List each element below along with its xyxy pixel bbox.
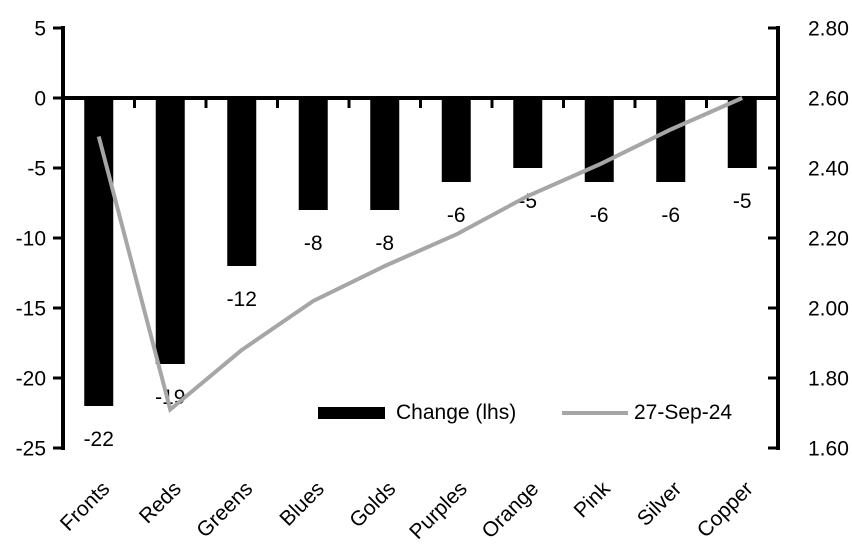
bar-value-label: -6 <box>661 204 680 227</box>
x-category-label-copper: Copper <box>693 477 758 542</box>
left-axis-tick-label: -25 <box>16 437 46 460</box>
bar-blues <box>298 98 328 210</box>
right-axis-tick-label: 2.00 <box>808 297 849 320</box>
x-category-label-greens: Greens <box>192 477 257 542</box>
bar-silver <box>656 98 686 182</box>
x-category-label-reds: Reds <box>135 477 186 528</box>
x-category-label-purples: Purples <box>405 477 472 544</box>
x-category-label-pink: Pink <box>570 477 616 523</box>
right-axis-tick-label: 1.60 <box>808 437 849 460</box>
x-category-label-orange: Orange <box>477 477 543 543</box>
series-line <box>96 96 744 414</box>
left-axis-tick-label: -15 <box>16 297 46 320</box>
bar-value-label: -5 <box>733 190 752 213</box>
left-axis-tick-label: -20 <box>16 367 46 390</box>
x-category-label-silver: Silver <box>633 477 686 530</box>
bar-copper <box>727 98 757 168</box>
bar-value-label: -6 <box>590 204 609 227</box>
legend-label-change-lhs: Change (lhs) <box>396 401 516 424</box>
right-axis-tick-label: 2.60 <box>808 87 849 110</box>
bar-value-label: -6 <box>447 204 466 227</box>
right-axis-tick-label: 2.80 <box>808 17 849 40</box>
bar-value-label: -8 <box>304 232 323 255</box>
bar-reds <box>155 98 185 364</box>
bar-golds <box>370 98 400 210</box>
bar-purples <box>441 98 471 182</box>
left-axis-tick-label: 5 <box>34 17 46 40</box>
right-axis-tick-label: 2.20 <box>808 227 849 250</box>
bar-value-label: -22 <box>84 428 114 451</box>
left-axis-tick-label: -5 <box>27 157 46 180</box>
x-category-label-fronts: Fronts <box>56 477 114 535</box>
bar-fronts <box>84 98 114 406</box>
bar-value-label: -8 <box>375 232 394 255</box>
bar-greens <box>227 98 257 266</box>
x-category-label-blues: Blues <box>275 477 328 530</box>
bar-orange <box>513 98 543 168</box>
x-category-label-golds: Golds <box>345 477 400 532</box>
legend-label-27-sep-24: 27-Sep-24 <box>634 401 732 424</box>
bar-value-label: -12 <box>227 288 257 311</box>
left-axis-tick-label: 0 <box>34 87 46 110</box>
legend-bar-swatch <box>318 407 385 419</box>
left-axis-tick-label: -10 <box>16 227 46 250</box>
right-axis-tick-label: 1.80 <box>808 367 849 390</box>
right-axis-tick-label: 2.40 <box>808 157 849 180</box>
